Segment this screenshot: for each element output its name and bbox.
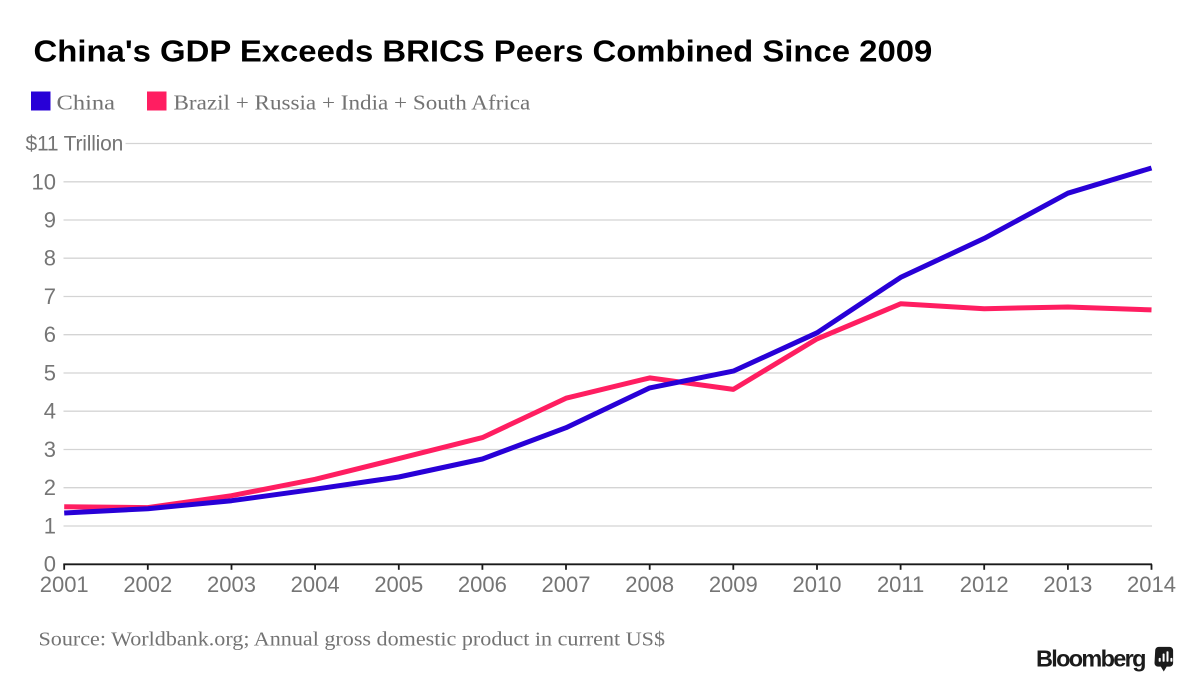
svg-text:2: 2 bbox=[44, 475, 56, 500]
svg-text:10: 10 bbox=[32, 169, 56, 194]
svg-text:2014: 2014 bbox=[1127, 572, 1176, 597]
svg-text:2006: 2006 bbox=[458, 572, 507, 597]
svg-text:7: 7 bbox=[44, 284, 56, 309]
svg-text:2013: 2013 bbox=[1043, 572, 1092, 597]
svg-text:2008: 2008 bbox=[625, 572, 674, 597]
svg-text:Source: Worldbank.org; Annual: Source: Worldbank.org; Annual gross dome… bbox=[39, 629, 666, 651]
svg-text:2005: 2005 bbox=[374, 572, 423, 597]
svg-text:$11 Trillion: $11 Trillion bbox=[26, 132, 124, 155]
svg-text:2002: 2002 bbox=[123, 572, 172, 597]
svg-text:China's GDP Exceeds BRICS Peer: China's GDP Exceeds BRICS Peers Combined… bbox=[34, 34, 933, 69]
svg-text:5: 5 bbox=[44, 361, 56, 386]
svg-text:2009: 2009 bbox=[709, 572, 758, 597]
svg-text:2012: 2012 bbox=[960, 572, 1009, 597]
svg-text:2007: 2007 bbox=[542, 572, 591, 597]
svg-text:4: 4 bbox=[44, 399, 56, 424]
svg-text:2004: 2004 bbox=[291, 572, 340, 597]
svg-text:1: 1 bbox=[44, 514, 56, 539]
svg-text:2001: 2001 bbox=[40, 572, 89, 597]
svg-text:2011: 2011 bbox=[877, 572, 924, 597]
svg-text:China: China bbox=[57, 91, 116, 115]
svg-text:3: 3 bbox=[44, 437, 56, 462]
svg-text:2003: 2003 bbox=[207, 572, 256, 597]
svg-text:0: 0 bbox=[44, 552, 56, 577]
svg-text:Bloomberg: Bloomberg bbox=[1036, 645, 1145, 671]
svg-text:Brazil + Russia + India + Sout: Brazil + Russia + India + South Africa bbox=[174, 91, 532, 115]
svg-text:6: 6 bbox=[44, 322, 56, 347]
svg-text:2010: 2010 bbox=[793, 572, 842, 597]
svg-text:9: 9 bbox=[44, 208, 56, 233]
svg-text:8: 8 bbox=[44, 246, 56, 271]
